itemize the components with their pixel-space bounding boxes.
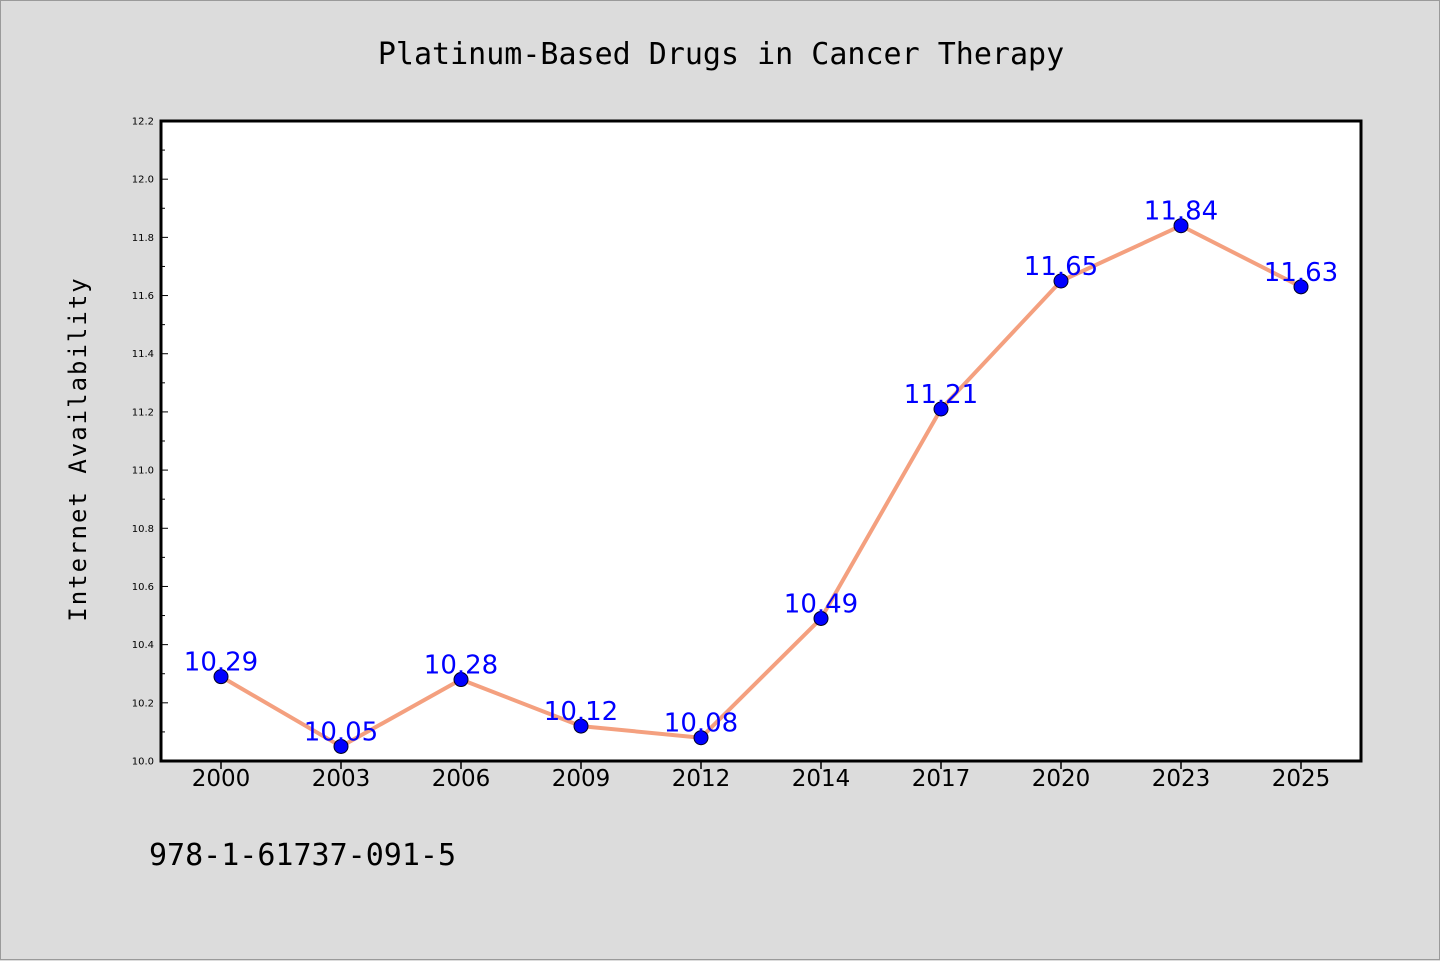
y-tick-label: 10.4 bbox=[132, 640, 154, 651]
y-tick-label: 10.8 bbox=[132, 524, 154, 535]
data-point bbox=[693, 730, 709, 746]
y-axis: 10.0 10.2 10.4 10.6 10.8 11.0 11.2 11.4 11.6 11.8… bbox=[132, 117, 168, 768]
data-label: 10.49 bbox=[784, 589, 858, 619]
data-label: 10.28 bbox=[424, 651, 498, 681]
y-tick-label: 10.0 bbox=[132, 757, 154, 768]
chart-title: Platinum-Based Drugs in Cancer Therapy bbox=[378, 37, 1064, 72]
data-point bbox=[933, 401, 949, 417]
x-tick-label: 2006 bbox=[432, 766, 491, 792]
data-label: 11.65 bbox=[1024, 252, 1098, 282]
y-axis-label: Internet Availability bbox=[64, 276, 92, 621]
series-markers bbox=[213, 218, 1309, 754]
data-label: 10.08 bbox=[664, 709, 738, 739]
x-tick-label: 2014 bbox=[792, 766, 851, 792]
data-label: 11.84 bbox=[1144, 197, 1218, 227]
data-point bbox=[1053, 273, 1069, 289]
x-tick-label: 2017 bbox=[912, 766, 971, 792]
data-label: 10.12 bbox=[544, 697, 618, 727]
series-line-group bbox=[219, 223, 1302, 749]
y-tick-label: 11.8 bbox=[132, 233, 154, 244]
data-labels: 10.29 10.05 10.28 10.12 10.08 10.49 11.21 11.65… bbox=[184, 197, 1338, 748]
data-label: 10.05 bbox=[304, 717, 378, 747]
y-tick-label: 11.2 bbox=[132, 407, 154, 418]
y-tick-label: 11.0 bbox=[132, 466, 154, 477]
y-tick-label: 10.2 bbox=[132, 698, 154, 709]
y-tick-label: 10.6 bbox=[132, 582, 154, 593]
data-point bbox=[1173, 218, 1189, 234]
y-tick-label: 11.4 bbox=[132, 349, 154, 360]
y-tick-label: 11.6 bbox=[132, 291, 154, 302]
y-tick-label: 12.2 bbox=[132, 117, 154, 128]
data-point bbox=[453, 672, 469, 688]
x-axis: 2000 2003 2006 2009 2012 2014 2017 2020 2023 2025 bbox=[192, 761, 1331, 792]
data-point bbox=[573, 718, 589, 734]
series-line bbox=[219, 223, 1302, 749]
data-point bbox=[333, 738, 349, 754]
footnote-isbn: 978-1-61737-091-5 bbox=[149, 838, 456, 873]
data-label: 11.63 bbox=[1264, 258, 1338, 288]
y-tick-label: 12.0 bbox=[132, 175, 154, 186]
data-point bbox=[213, 669, 229, 685]
x-tick-label: 2009 bbox=[552, 766, 611, 792]
data-label: 10.29 bbox=[184, 648, 258, 678]
plot-area bbox=[159, 119, 1363, 763]
data-point bbox=[1293, 279, 1309, 295]
x-tick-label: 2023 bbox=[1152, 766, 1211, 792]
x-tick-label: 2000 bbox=[192, 766, 251, 792]
x-tick-label: 2020 bbox=[1032, 766, 1091, 792]
data-point bbox=[813, 610, 829, 626]
x-tick-label: 2012 bbox=[672, 766, 731, 792]
x-tick-label: 2025 bbox=[1272, 766, 1331, 792]
data-label: 11.21 bbox=[904, 380, 978, 410]
x-tick-label: 2003 bbox=[312, 766, 371, 792]
